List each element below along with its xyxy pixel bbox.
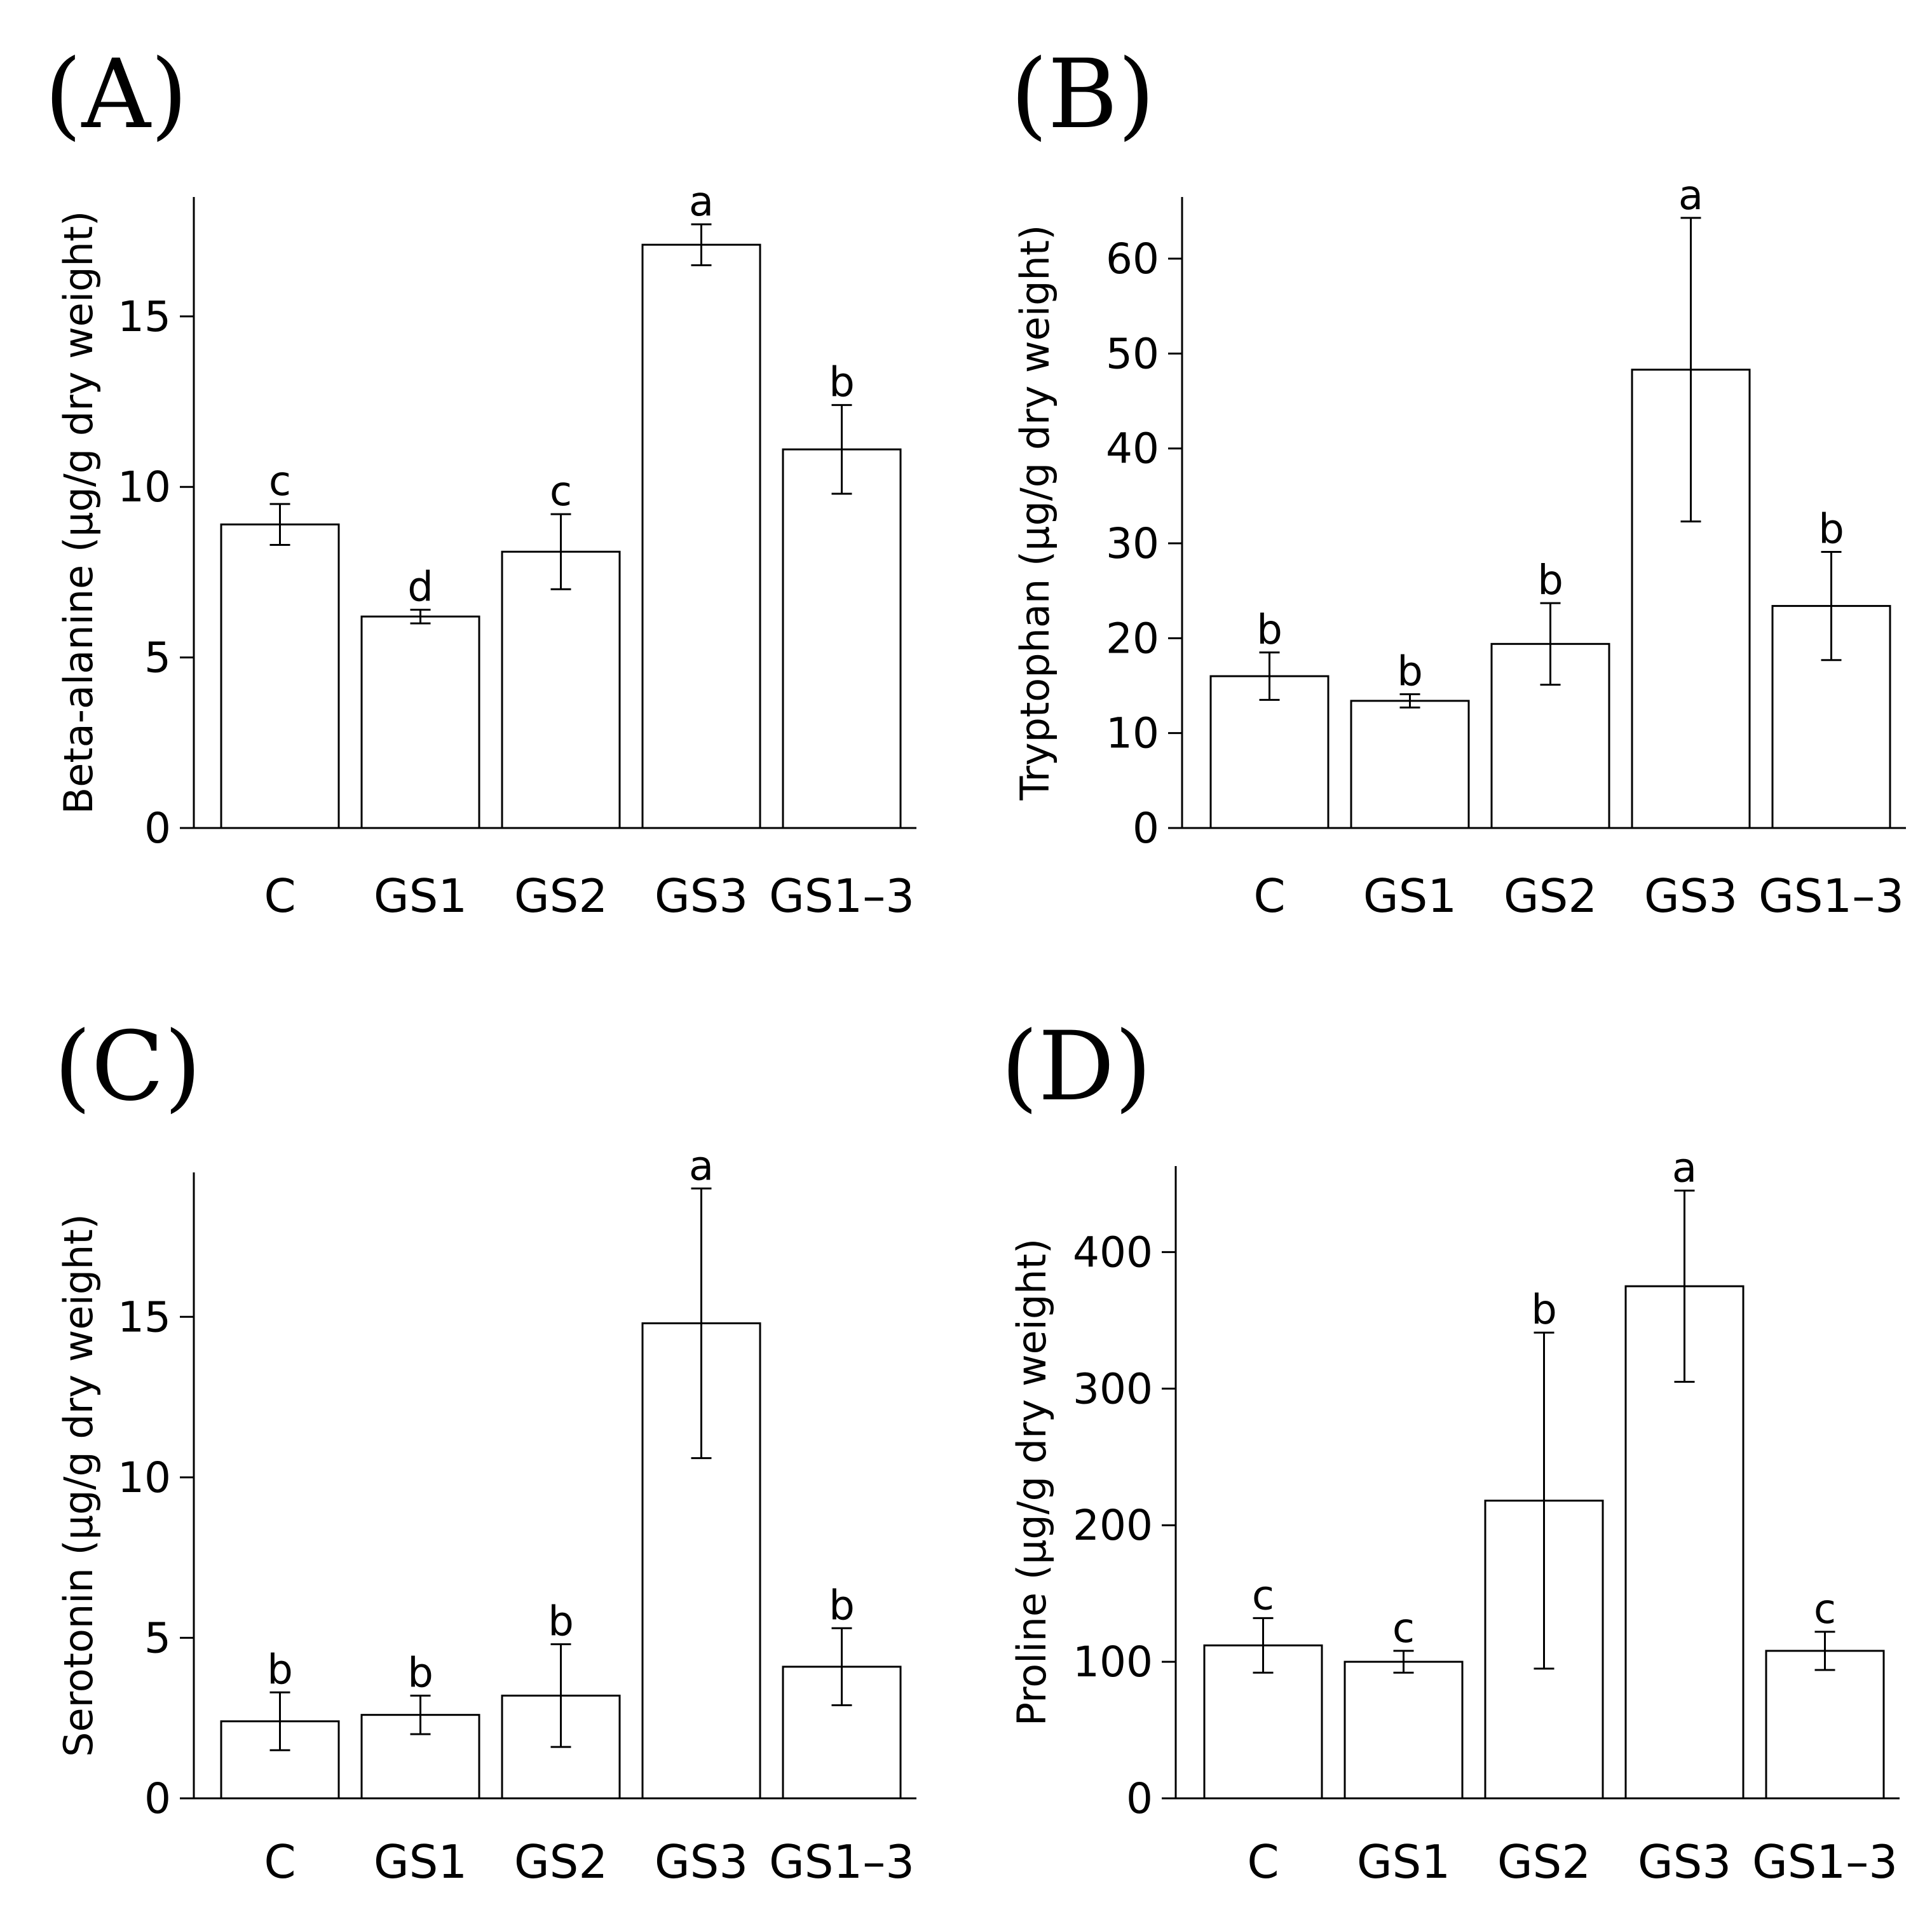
category-label: GS1 bbox=[374, 869, 467, 923]
category-label: GS1 bbox=[374, 1835, 467, 1889]
category-label: C bbox=[1253, 869, 1285, 923]
category-label: GS1–3 bbox=[1752, 1835, 1898, 1889]
bar bbox=[1344, 1660, 1464, 1800]
panel-letter: (B) bbox=[1010, 39, 1155, 150]
panel-letter: (A) bbox=[44, 39, 187, 150]
bar bbox=[360, 615, 480, 829]
significance-letter: b bbox=[1256, 607, 1282, 654]
panel-letter: (C) bbox=[54, 1012, 201, 1122]
y-tick-label: 400 bbox=[1073, 1228, 1153, 1277]
y-tick-label: 5 bbox=[144, 1613, 171, 1662]
bar bbox=[782, 448, 902, 829]
y-tick-label: 15 bbox=[118, 1293, 171, 1341]
bar bbox=[220, 523, 340, 829]
y-tick-label: 40 bbox=[1106, 424, 1159, 473]
significance-letter: b bbox=[829, 1582, 855, 1629]
category-label: GS2 bbox=[514, 1835, 608, 1889]
bar bbox=[501, 550, 621, 829]
significance-letter: b bbox=[1531, 1287, 1557, 1334]
significance-letter: b bbox=[1818, 506, 1844, 553]
y-tick-label: 30 bbox=[1106, 519, 1159, 568]
category-label: C bbox=[1247, 1835, 1279, 1889]
category-label: GS1 bbox=[1357, 1835, 1450, 1889]
category-label: GS1–3 bbox=[1759, 869, 1904, 923]
category-label: C bbox=[264, 869, 296, 923]
category-label: GS2 bbox=[514, 869, 608, 923]
significance-letter: b bbox=[267, 1646, 293, 1693]
y-tick-label: 50 bbox=[1106, 329, 1159, 378]
category-label: C bbox=[264, 1835, 296, 1889]
category-label: GS3 bbox=[655, 1835, 748, 1889]
significance-letter: b bbox=[548, 1599, 574, 1646]
category-label: GS1–3 bbox=[769, 1835, 915, 1889]
significance-letter: c bbox=[269, 458, 291, 505]
y-tick-label: 0 bbox=[1126, 1774, 1153, 1823]
significance-letter: c bbox=[550, 468, 572, 515]
significance-letter: c bbox=[1392, 1605, 1415, 1652]
significance-letter: a bbox=[689, 1143, 714, 1190]
bar bbox=[1350, 700, 1470, 829]
y-tick-label: 10 bbox=[118, 1453, 171, 1502]
chart-panel-1: (A) 0 5 10 15 Beta-alanine (µg/g dry weight) c… bbox=[44, 39, 916, 923]
y-tick-label: 5 bbox=[144, 634, 171, 682]
y-tick-label: 10 bbox=[118, 463, 171, 512]
significance-letter: b bbox=[1537, 557, 1563, 604]
category-label: GS3 bbox=[1644, 869, 1738, 923]
chart-panel-4: (D) 0 100 200 300 400 Proline (µg/g dry weight… bbox=[1001, 1012, 1900, 1889]
significance-letter: b bbox=[1397, 648, 1423, 695]
y-tick-label: 200 bbox=[1073, 1501, 1153, 1550]
y-axis-title: Beta-alanine (µg/g dry weight) bbox=[55, 211, 102, 815]
y-axis-title: Proline (µg/g dry weight) bbox=[1009, 1239, 1055, 1726]
significance-letter: a bbox=[1672, 1145, 1697, 1192]
bar bbox=[641, 243, 761, 829]
y-tick-label: 10 bbox=[1106, 709, 1159, 758]
y-tick-label: 0 bbox=[1133, 804, 1159, 853]
y-tick-label: 15 bbox=[118, 292, 171, 341]
y-tick-label: 20 bbox=[1106, 614, 1159, 663]
significance-letter: d bbox=[407, 564, 433, 611]
y-tick-label: 300 bbox=[1073, 1364, 1153, 1413]
bar bbox=[1765, 1650, 1885, 1800]
significance-letter: c bbox=[1814, 1586, 1836, 1633]
significance-letter: c bbox=[1252, 1572, 1274, 1619]
category-label: GS1 bbox=[1363, 869, 1457, 923]
y-axis-title: Serotonin (µg/g dry weight) bbox=[55, 1214, 102, 1757]
category-label: GS2 bbox=[1504, 869, 1597, 923]
significance-letter: b bbox=[829, 359, 855, 406]
significance-letter: b bbox=[407, 1650, 433, 1697]
y-tick-label: 0 bbox=[144, 804, 171, 853]
significance-letter: a bbox=[1678, 172, 1703, 219]
y-tick-label: 0 bbox=[144, 1774, 171, 1823]
category-label: GS1–3 bbox=[769, 869, 915, 923]
category-label: GS3 bbox=[655, 869, 748, 923]
bar bbox=[1209, 675, 1330, 829]
category-label: GS2 bbox=[1497, 1835, 1591, 1889]
y-tick-label: 60 bbox=[1106, 234, 1159, 283]
chart-panel-3: (C) 0 5 10 15 Serotonin (µg/g dry weight) b Cb G… bbox=[54, 1012, 916, 1889]
chart-panel-2: (B) 0 10 20 30 40 50 60 Tryptophan (µg/g dry wei… bbox=[1010, 39, 1906, 923]
category-label: GS3 bbox=[1638, 1835, 1731, 1889]
panel-letter: (D) bbox=[1001, 1012, 1152, 1122]
significance-letter: a bbox=[689, 179, 714, 226]
y-axis-title: Tryptophan (µg/g dry weight) bbox=[1012, 225, 1058, 801]
y-tick-label: 100 bbox=[1073, 1638, 1153, 1686]
